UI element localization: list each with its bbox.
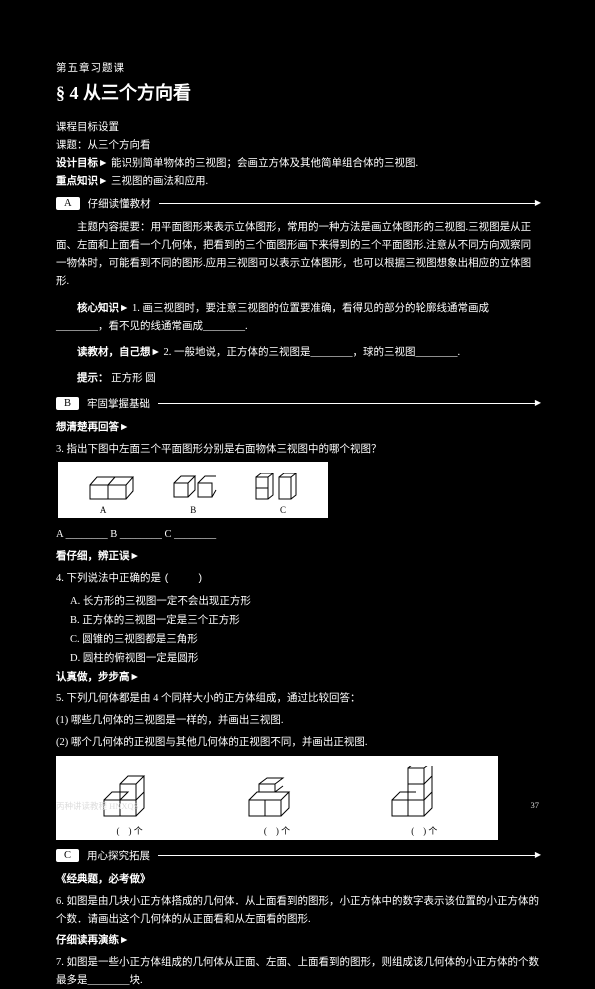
self-think: 读教材，自己想► 2. 一般地说，正方体的三视图是________，球的三视图_… xyxy=(56,344,539,362)
page-number: 37 xyxy=(531,800,540,812)
q6: 6. 如图是由几块小正方体搭成的几何体．从上面看到的图形，小正方体中的数字表示该… xyxy=(56,893,539,929)
divider-arrow xyxy=(158,855,539,856)
q5-stem: 5. 下列几何体都是由 4 个同样大小的正方体组成，通过比较回答： xyxy=(56,690,539,708)
tip: 提示： 正方形 圆 xyxy=(56,370,539,388)
chip-b: B xyxy=(56,397,79,410)
fig-label: ( ) 个 xyxy=(117,824,143,837)
q7: 7. 如图是一些小正方体组成的几何体从正面、左面、上面看到的图形，则组成该几何体… xyxy=(56,954,539,989)
q4-stem: 4. 下列说法中正确的是 ( ) xyxy=(56,570,539,589)
cube-combo-3 xyxy=(378,766,458,822)
divider-arrow xyxy=(158,403,539,404)
fig-label: ( ) 个 xyxy=(264,824,290,837)
see-label: 看仔细，辨正误► xyxy=(56,548,539,566)
chip-c: C xyxy=(56,849,79,862)
fig-label: A xyxy=(100,505,107,515)
step-label: 仔细读再演练► xyxy=(56,932,539,950)
practice-label: 《经典题，必考做》 xyxy=(56,871,539,889)
answer-paren: ( ) xyxy=(164,573,206,585)
page-footer: 丙种讲读教程 HNXQS 37 xyxy=(0,800,595,812)
fig-label: B xyxy=(190,505,196,515)
figure-strip-2: ( ) 个 ( ) 个 ( ) 个 xyxy=(56,756,498,840)
cube-combo-1 xyxy=(96,766,176,822)
section-b-header: B 牢固掌握基础 xyxy=(56,396,539,411)
section-c-header: C 用心探究拓展 xyxy=(56,848,539,863)
do-label: 认真做，步步高► xyxy=(56,669,539,687)
q5-part1: (1) 哪些几何体的三视图是一样的，并画出三视图. xyxy=(56,712,539,730)
header-sub: 第五章习题课 xyxy=(56,60,539,75)
course-label: 课程目标设置 xyxy=(56,119,119,134)
fig-label: C xyxy=(280,505,286,515)
q5-part2: (2) 哪个几何体的正视图与其他几何体的正视图不同，并画出正视图. xyxy=(56,734,539,752)
chip-a: A xyxy=(56,197,80,210)
core-hint: 核心知识► 1. 画三视图时，要注意三视图的位置要准确，看得见的部分的轮廓线通常… xyxy=(56,300,539,336)
knowledge: 重点知识► 三视图的画法和应用. xyxy=(56,173,539,188)
fig-label: ( ) 个 xyxy=(411,824,437,837)
footer-left: 丙种讲读教程 HNXQS xyxy=(56,800,138,812)
figure-strip-1: A B C xyxy=(58,462,328,518)
q3-fill: A ________ B ________ C ________ xyxy=(56,526,539,544)
q4-choices: A. 长方形的三视图一定不会出现正方形 B. 正方体的三视图一定是三个正方形 C… xyxy=(70,593,539,669)
cube-shape-c xyxy=(251,473,301,503)
abstract-text: 主题内容提要：用平面图形来表示立体图形，常用的一种方法是画立体图形的三视图.三视… xyxy=(56,219,539,290)
cube-shape-a xyxy=(85,473,135,503)
think-label: 想清楚再回答► xyxy=(56,419,539,437)
page-title: § 4 从三个方向看 xyxy=(56,79,539,105)
cube-combo-2 xyxy=(237,766,317,822)
section-a-header: A 仔细读懂教材 xyxy=(56,196,539,211)
cube-shape-b xyxy=(168,473,218,503)
divider-arrow xyxy=(159,203,539,204)
q3: 3. 指出下图中左面三个平面图形分别是右面物体三视图中的哪个视图？ xyxy=(56,441,539,459)
design-goal: 设计目标► 能识别简单物体的三视图；会画立方体及其他简单组合体的三视图. xyxy=(56,155,539,170)
topic: 课题：从三个方向看 xyxy=(56,137,539,152)
